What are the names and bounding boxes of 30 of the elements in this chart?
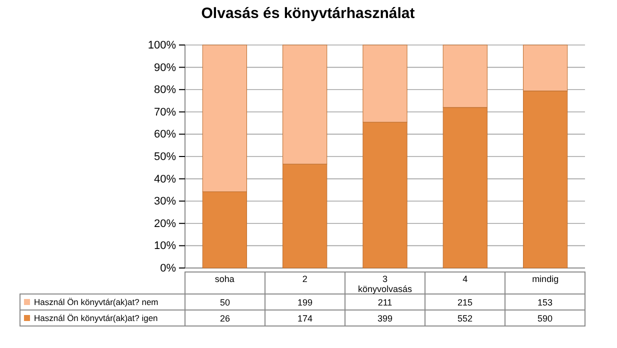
legend-label: Használ Ön könyvtár(ak)at? igen: [34, 313, 158, 323]
y-tick-label: 80%: [154, 84, 176, 96]
text: 26: [220, 314, 230, 324]
text: 211: [378, 298, 392, 308]
text: 215: [457, 298, 473, 308]
y-tick-label: 30%: [154, 196, 176, 208]
text: 153: [537, 298, 553, 308]
y-tick-label: 70%: [154, 106, 176, 118]
text: 590: [537, 314, 553, 324]
x-tick-label: 4: [462, 274, 468, 284]
text: 199: [297, 298, 313, 308]
y-tick-label: 10%: [154, 240, 176, 252]
text: 50: [220, 298, 230, 308]
y-tick-label: 50%: [154, 151, 176, 164]
x-axis-title: könyvolvasás: [358, 284, 413, 294]
x-tick-label: soha: [214, 274, 234, 284]
text: 174: [297, 314, 313, 324]
chart-title: Olvasás és könyvtárhasználat: [201, 5, 415, 22]
text: 399: [377, 314, 393, 324]
x-tick-label: 2: [302, 274, 308, 284]
y-tick-label: 0%: [160, 262, 176, 275]
y-tick-label: 60%: [154, 128, 176, 141]
text: 552: [457, 314, 473, 324]
x-tick-label: mindig: [532, 274, 559, 284]
y-tick-label: 20%: [154, 218, 176, 230]
y-tick-label: 90%: [154, 62, 176, 74]
y-tick-label: 40%: [154, 173, 176, 186]
legend-label: Használ Ön könyvtár(ak)at? nem: [34, 297, 158, 307]
y-tick-label: 100%: [148, 40, 176, 52]
x-tick-label: 3: [382, 274, 388, 284]
